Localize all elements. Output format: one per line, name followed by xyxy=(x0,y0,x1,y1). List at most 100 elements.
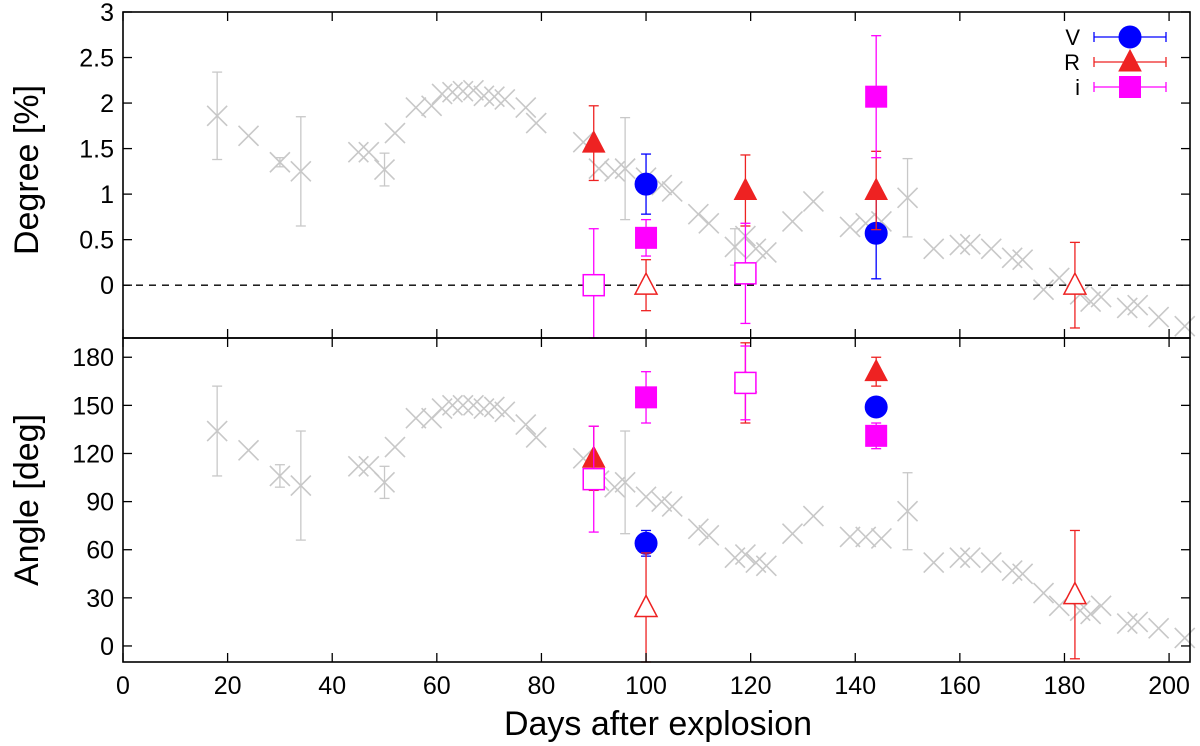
x-tick-label: 20 xyxy=(214,672,242,700)
degree-V-point xyxy=(634,172,658,196)
angle-reference-point xyxy=(347,455,369,477)
angle-reference-point xyxy=(614,471,636,493)
degree-reference-point xyxy=(473,85,495,107)
angle-reference-point xyxy=(1174,627,1196,649)
degree-reference-point xyxy=(290,160,312,182)
angle-reference-point xyxy=(781,523,804,545)
degree-R-point xyxy=(1062,271,1088,295)
degree-i-point xyxy=(635,226,658,249)
angle-reference-point xyxy=(237,439,260,461)
degree-reference-point xyxy=(515,97,537,119)
x-tick-label: 180 xyxy=(1044,672,1086,700)
angle-R-point xyxy=(864,358,889,382)
degree-reference-point xyxy=(781,210,804,233)
angle-reference-point xyxy=(1148,617,1170,639)
angle-reference-point xyxy=(604,476,626,498)
degree-reference-point xyxy=(206,105,228,127)
legend-entry-R: R xyxy=(1064,48,1167,75)
degree-reference-point xyxy=(347,141,369,163)
x-tick-label: 40 xyxy=(318,672,346,700)
angle-reference-point xyxy=(734,543,756,566)
angle-ytick-label: 120 xyxy=(72,440,114,468)
degree-ytick-label: 0 xyxy=(100,272,114,300)
degree-ytick-label: 0.5 xyxy=(79,227,114,255)
degree-reference-point xyxy=(384,122,406,144)
degree-series-R xyxy=(581,105,1088,329)
degree-reference-point xyxy=(1174,315,1196,337)
angle-i-point xyxy=(865,424,888,447)
degree-reference-point xyxy=(896,187,919,209)
angle-reference-point xyxy=(870,527,892,550)
y-axis-title-degree: Degree [%] xyxy=(8,85,46,255)
degree-reference-point xyxy=(839,216,861,238)
angle-reference-point xyxy=(802,505,824,527)
y-axis-title-angle: Angle [deg] xyxy=(8,414,46,586)
degree-i-point xyxy=(582,273,605,297)
degree-reference-point xyxy=(421,95,443,117)
degree-R-point xyxy=(864,177,889,200)
degree-reference-point xyxy=(431,83,453,105)
legend-entry-i: i xyxy=(1075,75,1167,100)
degree-reference-point xyxy=(237,125,260,147)
angle-reference-point xyxy=(980,551,1002,574)
angle-reference-point xyxy=(949,547,971,569)
angle-frame xyxy=(122,337,1191,663)
degree-series-i xyxy=(582,35,888,339)
angle-V-point xyxy=(864,395,888,419)
angle-series-V xyxy=(634,395,888,557)
angle-ytick-label: 0 xyxy=(100,633,114,661)
angle-reference-point xyxy=(483,396,505,418)
angle-reference-point xyxy=(373,471,396,493)
degree-reference-point xyxy=(441,81,464,103)
x-tick-label: 80 xyxy=(528,672,556,700)
angle-reference-point xyxy=(839,526,861,548)
x-tick-label: 100 xyxy=(625,672,667,700)
degree-R-point xyxy=(633,271,659,295)
degree-reference-point xyxy=(698,212,720,234)
degree-R-point xyxy=(733,177,758,200)
degree-reference-point xyxy=(1090,286,1112,308)
angle-reference-point xyxy=(687,518,709,540)
degree-reference-series xyxy=(206,71,1196,337)
legend-marker-V xyxy=(1118,25,1142,49)
degree-i-point xyxy=(865,85,888,108)
degree-ytick-label: 1.5 xyxy=(79,136,114,164)
degree-reference-point xyxy=(959,233,981,255)
angle-ytick-label: 30 xyxy=(86,585,114,613)
angle-reference-point xyxy=(494,401,516,423)
legend-label-i: i xyxy=(1075,75,1080,100)
angle-i-point xyxy=(582,467,605,491)
angle-reference-point xyxy=(635,486,657,508)
degree-reference-point xyxy=(687,203,709,225)
angle-ytick-label: 90 xyxy=(86,489,114,517)
angle-i-point xyxy=(635,386,658,409)
angle-reference-point xyxy=(290,474,312,497)
angle-ytick-label: 180 xyxy=(72,344,114,372)
degree-i-point xyxy=(734,262,757,285)
angle-ytick-label: 150 xyxy=(72,392,114,420)
degree-reference-point xyxy=(949,234,971,256)
degree-reference-point xyxy=(494,88,516,110)
angle-reference-point xyxy=(896,500,919,522)
degree-reference-point xyxy=(1032,279,1055,301)
angle-R-point xyxy=(1062,581,1088,605)
x-tick-label: 140 xyxy=(834,672,876,700)
angle-reference-point xyxy=(651,491,673,513)
angle-reference-point xyxy=(1090,595,1112,617)
angle-reference-point xyxy=(269,465,291,487)
angle-ytick-label: 60 xyxy=(86,537,114,565)
degree-reference-point xyxy=(1127,294,1149,316)
angle-R-point xyxy=(633,593,659,618)
degree-reference-point xyxy=(1012,249,1034,271)
x-axis: 0 20 40 60 80 100 120 140 160 180 200 xyxy=(116,672,1190,700)
degree-reference-point xyxy=(462,79,485,101)
angle-reference-point xyxy=(755,555,777,577)
x-tick-label: 120 xyxy=(730,672,772,700)
angle-reference-point xyxy=(206,420,228,442)
degree-reference-point xyxy=(661,180,683,202)
angle-reference-point xyxy=(1127,611,1149,633)
degree-frame xyxy=(122,11,1191,339)
angle-reference-point xyxy=(384,436,406,458)
legend-marker-i xyxy=(1119,76,1141,98)
